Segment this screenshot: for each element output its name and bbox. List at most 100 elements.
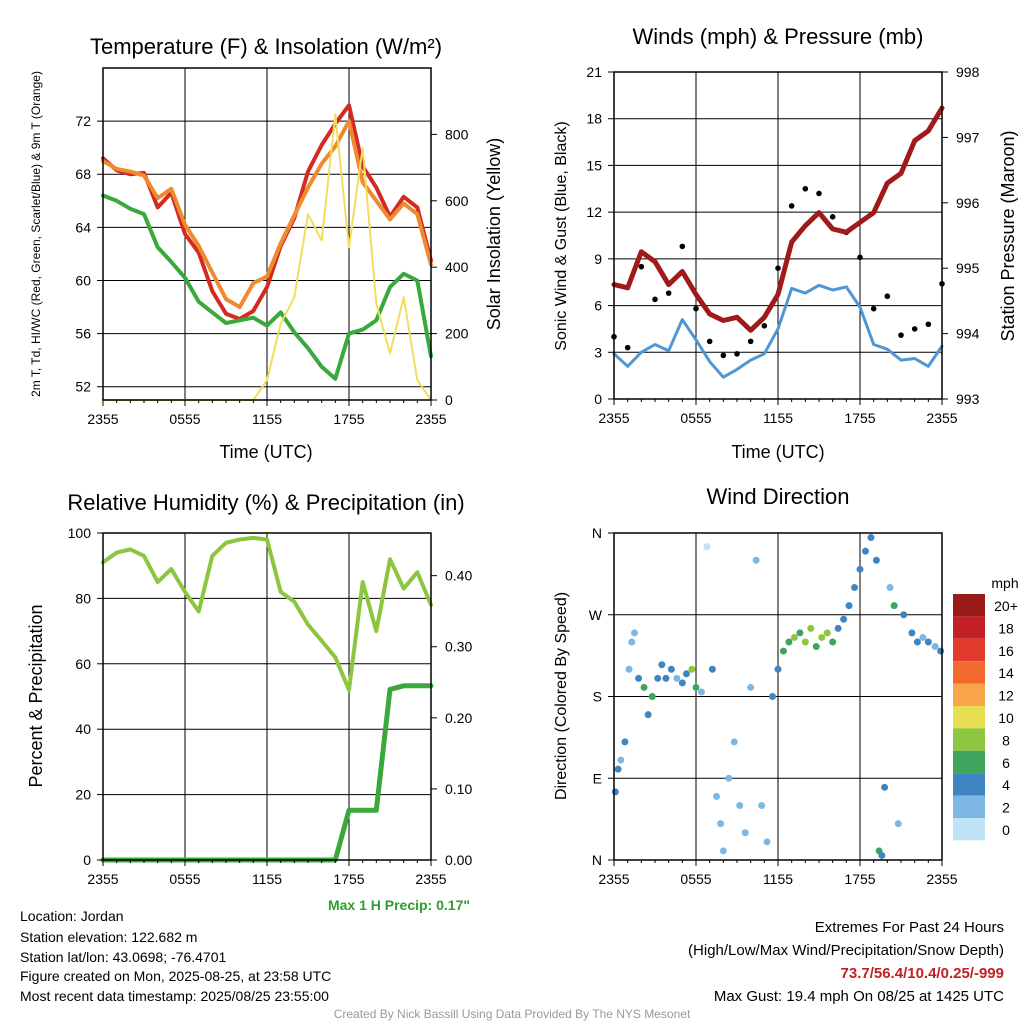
wind-direction-point [890,602,898,610]
legend-title: mph [991,575,1018,591]
legend-label: 8 [1002,732,1010,748]
y-tick-label: 20 [75,787,91,803]
y2-tick-label: 0.10 [445,781,472,797]
wind-direction-point [861,547,869,555]
wind-direction-ylabel: Direction (Colored By Speed) [553,592,570,800]
y-tick-label: 3 [594,344,602,360]
gust-point [775,265,781,272]
winds-xlabel: Time (UTC) [731,442,824,462]
y2-tick-label: 400 [445,259,469,275]
y-tick-label: 18 [586,111,602,127]
wind-direction-point [648,693,656,700]
wind-direction-panel: Wind Direction 2355 0555 1155 1755 2355 N E S W N… [553,484,1019,887]
wind-direction-point [621,738,629,746]
y-tick-label: 60 [75,656,91,672]
x-tick-label: 2355 [598,410,629,426]
y2-tick-label: 0.00 [445,852,472,868]
wind-direction-point [719,847,727,855]
x-tick-label: 2355 [87,871,118,887]
wind-direction-point [667,665,675,673]
x-tick-label: 1755 [333,871,364,887]
wind-direction-point [758,802,766,809]
legend-swatch [953,750,985,774]
legend-swatch [953,706,985,729]
gust-point [802,185,809,192]
humidity-ylabel: Percent & Precipitation [26,604,46,787]
extremes-title: Extremes For Past 24 Hours [814,919,1004,936]
legend-label: 12 [998,688,1014,704]
y-tick-label: N [592,525,602,541]
wind-direction-point [631,629,638,637]
y2-tick-label: 600 [445,193,469,209]
wind-direction-point [840,615,848,623]
extremes-subtitle: (High/Low/Max Wind/Precipitation/Snow De… [688,942,1004,959]
humidity-title: Relative Humidity (%) & Precipitation (i… [67,490,464,515]
gust-point [624,344,631,351]
wind-direction-point [752,556,760,564]
winds-ylabel: Sonic Wind & Gust (Blue, Black) [553,121,570,350]
series-line-2m-t [101,103,433,321]
y-tick-label: 6 [594,298,602,314]
legend-swatch [953,661,985,684]
legend-label: 0 [1002,822,1010,838]
y2-tick-label: 0.40 [445,568,472,584]
temperature-xlabel: Time (UTC) [219,442,312,462]
y-tick-label: 12 [586,204,602,220]
legend-label: 6 [1002,755,1010,771]
wind-direction-point [856,565,864,573]
y-tick-label: 21 [586,64,602,80]
wind-direction-point [730,738,738,746]
gust-point [884,293,891,300]
y2-tick-label: 200 [445,326,469,342]
legend-swatch [953,683,985,706]
wind-direction-point [908,629,916,637]
wind-direction-point [662,674,670,682]
gust-point [788,203,795,209]
gust-point [829,214,836,220]
gust-point [816,190,822,197]
legend-label: 20+ [994,598,1018,614]
wind-direction-point [611,788,619,796]
series-line-td [101,193,433,381]
y2-tick-label: 996 [956,195,980,211]
wind-direction-point [845,602,853,610]
wind-direction-point [867,534,875,542]
y-tick-label: 60 [75,272,91,288]
wind-direction-point [747,683,755,691]
gust-point [925,321,932,328]
wind-direction-point [796,629,804,637]
wind-direction-point [673,674,681,682]
wind-direction-point [812,643,820,651]
wind-direction-point [872,556,880,564]
y2-tick-label: 0.30 [445,639,472,655]
wind-direction-point [644,711,652,719]
y-tick-label: E [593,770,602,786]
wind-direction-point [769,693,777,700]
y2-tick-label: 994 [956,326,980,342]
created-text: Figure created on Mon, 2025-08-25, at 23… [20,968,332,984]
wind-direction-point [741,829,749,837]
wind-direction-point [881,783,889,791]
x-tick-label: 0555 [680,871,711,887]
y2-tick-label: 0 [445,392,453,408]
recent-data-text: Most recent data timestamp: 2025/08/25 2… [20,988,329,1004]
wind-direction-point [829,638,837,646]
x-tick-label: 1155 [763,871,793,887]
wind-direction-point [878,851,886,859]
speed-legend: 20+ 18 16 14 12 10 8 6 4 2 0 [953,594,1018,841]
wind-direction-point [697,688,705,696]
wind-direction-point [628,638,636,646]
x-tick-label: 2355 [415,871,446,887]
y-tick-label: S [593,689,602,705]
wind-direction-point [774,665,782,673]
x-tick-label: 2355 [926,871,957,887]
legend-label: 2 [1002,800,1010,816]
wind-direction-point [708,665,716,673]
y-tick-label: 100 [68,525,92,541]
x-tick-label: 0555 [169,411,200,427]
legend-swatch [953,728,985,751]
y-tick-label: 0 [83,852,91,868]
latlon-text: Station lat/lon: 43.0698; -76.4701 [20,949,227,965]
x-tick-label: 2355 [415,411,446,427]
